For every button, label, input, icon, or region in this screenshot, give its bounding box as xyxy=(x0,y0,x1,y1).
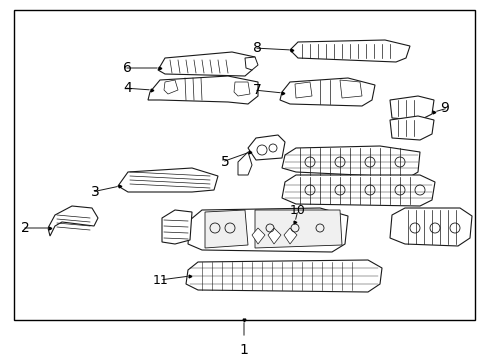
Text: 10: 10 xyxy=(289,203,305,216)
Text: 4: 4 xyxy=(123,81,132,95)
Polygon shape xyxy=(234,82,249,96)
Text: 9: 9 xyxy=(439,101,448,115)
Text: 11: 11 xyxy=(152,274,168,287)
Text: 2: 2 xyxy=(21,221,30,235)
Text: 3: 3 xyxy=(91,185,100,199)
Polygon shape xyxy=(294,82,311,98)
Polygon shape xyxy=(162,210,192,244)
Text: 1: 1 xyxy=(239,343,248,357)
Polygon shape xyxy=(389,116,433,140)
Polygon shape xyxy=(282,175,434,206)
Polygon shape xyxy=(339,80,361,98)
Polygon shape xyxy=(158,52,254,76)
Polygon shape xyxy=(118,168,218,192)
Polygon shape xyxy=(238,152,251,175)
Bar xyxy=(14,10,474,320)
Polygon shape xyxy=(254,210,341,248)
Polygon shape xyxy=(163,80,178,94)
Polygon shape xyxy=(251,228,264,244)
Polygon shape xyxy=(185,260,381,292)
Polygon shape xyxy=(267,228,281,244)
Polygon shape xyxy=(244,57,258,70)
Text: 7: 7 xyxy=(253,83,262,97)
Polygon shape xyxy=(284,228,296,244)
Polygon shape xyxy=(204,210,247,248)
Polygon shape xyxy=(289,40,409,62)
Polygon shape xyxy=(187,208,347,252)
Text: 6: 6 xyxy=(123,61,132,75)
Polygon shape xyxy=(282,146,419,178)
Polygon shape xyxy=(247,135,285,160)
Polygon shape xyxy=(280,78,374,106)
Polygon shape xyxy=(389,96,433,120)
Polygon shape xyxy=(148,76,258,104)
Polygon shape xyxy=(48,206,98,236)
Text: 8: 8 xyxy=(253,41,262,55)
Text: 5: 5 xyxy=(221,155,229,169)
Polygon shape xyxy=(389,208,471,246)
